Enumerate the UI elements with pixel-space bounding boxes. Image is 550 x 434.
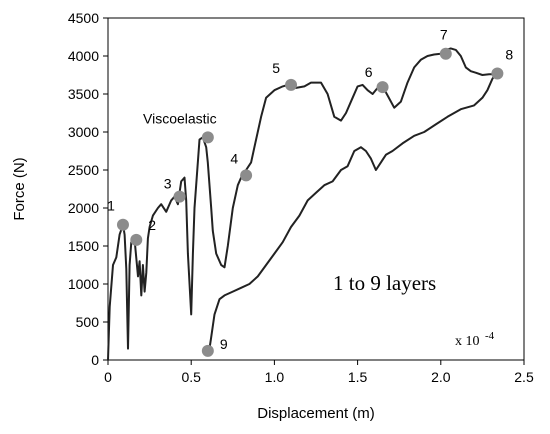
data-marker (376, 81, 389, 94)
x-tick-label: 1.5 (348, 369, 368, 385)
y-tick-label: 3000 (68, 124, 99, 140)
y-tick-label: 4500 (68, 10, 99, 26)
x-axis-multiplier-base: x 10 (455, 334, 480, 349)
marker-label: 9 (220, 336, 228, 352)
data-point-markers: 1 2 3 Viscoelastic 4 5 6 7 8 9 (107, 27, 513, 357)
y-tick-label: 1500 (68, 238, 99, 254)
marker-label: 7 (440, 27, 448, 43)
y-tick-label: 1000 (68, 276, 99, 292)
marker-label: 1 (107, 198, 115, 214)
marker-label: 4 (230, 150, 238, 166)
y-axis-label: Force (N) (11, 157, 28, 220)
marker-label: Viscoelastic (143, 110, 217, 126)
data-marker (116, 218, 129, 231)
x-tick-label: 2.5 (514, 369, 534, 385)
data-marker (491, 67, 504, 80)
y-tick-label: 500 (76, 314, 100, 330)
x-axis-multiplier-exponent: -4 (485, 330, 495, 342)
x-tick-label: 0 (104, 369, 112, 385)
layers-annotation: 1 to 9 layers (333, 271, 436, 295)
x-axis-multiplier: x 10 -4 (455, 330, 495, 349)
marker-label: 5 (272, 60, 280, 76)
y-tick-label: 0 (91, 352, 99, 368)
x-axis-label: Displacement (m) (257, 405, 375, 422)
marker-label: 8 (505, 46, 513, 62)
marker-label: 3 (164, 176, 172, 192)
x-tick-label: 0.5 (181, 369, 201, 385)
force-displacement-curve (107, 47, 497, 361)
data-marker (439, 47, 452, 60)
data-marker (201, 131, 214, 144)
data-marker (240, 169, 253, 182)
data-marker (130, 233, 143, 246)
plot-area-frame (107, 17, 525, 361)
y-axis-ticks: 0 500 1000 1500 2000 2500 3000 3500 4000 4500 (68, 10, 108, 368)
marker-label: 2 (148, 217, 156, 233)
x-tick-label: 2.0 (431, 369, 451, 385)
data-marker (201, 344, 214, 357)
y-tick-label: 2000 (68, 200, 99, 216)
x-axis-ticks: 0 0.5 1.0 1.5 2.0 2.5 (104, 360, 534, 385)
marker-label: 6 (365, 64, 373, 80)
x-tick-label: 1.0 (265, 369, 285, 385)
data-marker (285, 78, 298, 91)
y-tick-label: 4000 (68, 48, 99, 64)
y-tick-label: 3500 (68, 86, 99, 102)
data-marker (173, 190, 186, 203)
y-tick-label: 2500 (68, 162, 99, 178)
